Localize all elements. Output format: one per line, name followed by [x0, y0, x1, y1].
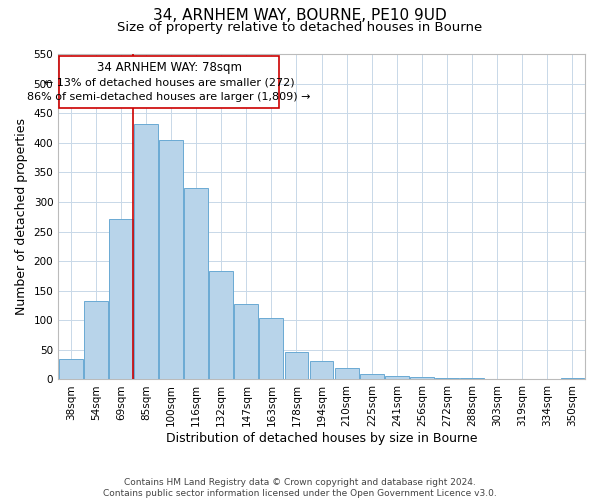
Bar	[59, 358, 83, 380]
Bar	[184, 188, 208, 380]
Bar	[259, 318, 283, 380]
Bar	[159, 140, 183, 380]
Bar	[235, 304, 258, 380]
Text: Size of property relative to detached houses in Bourne: Size of property relative to detached ho…	[118, 21, 482, 34]
Y-axis label: Number of detached properties: Number of detached properties	[15, 118, 28, 315]
Bar	[511, 379, 534, 380]
X-axis label: Distribution of detached houses by size in Bourne: Distribution of detached houses by size …	[166, 432, 478, 445]
Bar	[385, 376, 409, 380]
Text: Contains HM Land Registry data © Crown copyright and database right 2024.
Contai: Contains HM Land Registry data © Crown c…	[103, 478, 497, 498]
Bar	[335, 368, 359, 380]
Text: 86% of semi-detached houses are larger (1,809) →: 86% of semi-detached houses are larger (…	[28, 92, 311, 102]
Bar	[360, 374, 383, 380]
Bar	[310, 361, 334, 380]
Bar	[134, 124, 158, 380]
Bar	[435, 378, 459, 380]
Bar	[109, 218, 133, 380]
Bar	[284, 352, 308, 380]
Bar	[485, 379, 509, 380]
Text: 34 ARNHEM WAY: 78sqm: 34 ARNHEM WAY: 78sqm	[97, 61, 242, 74]
Bar	[410, 377, 434, 380]
Bar	[84, 301, 108, 380]
Bar	[560, 378, 584, 380]
Text: 34, ARNHEM WAY, BOURNE, PE10 9UD: 34, ARNHEM WAY, BOURNE, PE10 9UD	[153, 8, 447, 22]
Bar	[460, 378, 484, 380]
Text: ← 13% of detached houses are smaller (272): ← 13% of detached houses are smaller (27…	[44, 77, 295, 87]
Bar	[209, 271, 233, 380]
Bar	[535, 379, 559, 380]
